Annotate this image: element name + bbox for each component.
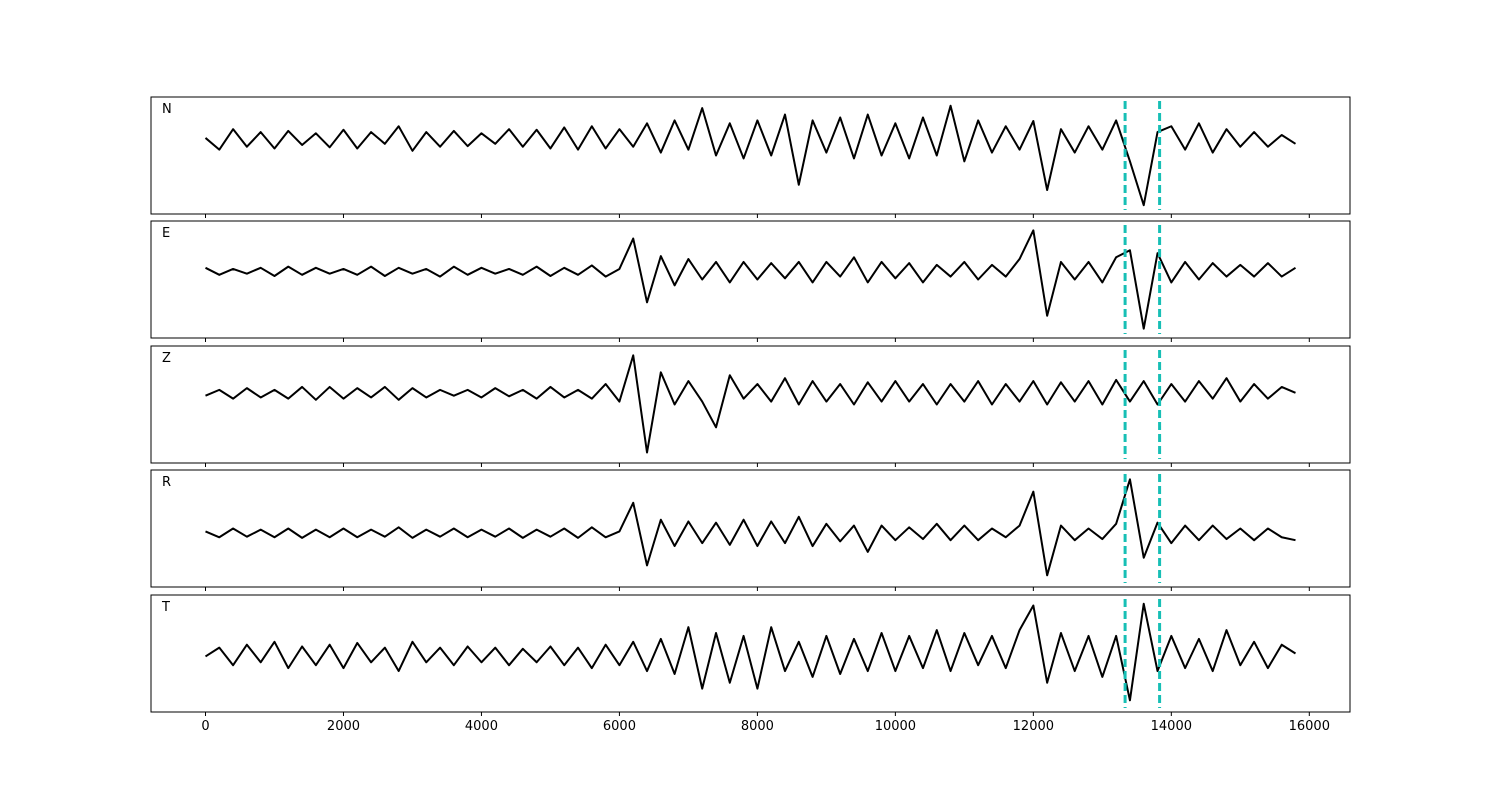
trace [204, 602, 1297, 702]
x-tick-label: 0 [201, 719, 209, 734]
panel-label: R [162, 475, 171, 490]
panel-frame [150, 594, 1351, 713]
panel-frame [150, 96, 1351, 215]
panel-label: Z [162, 351, 171, 366]
x-tick-label: 6000 [603, 719, 636, 734]
x-tick-label: 2000 [327, 719, 360, 734]
x-tick-label: 8000 [741, 719, 774, 734]
panel-label: E [162, 226, 170, 241]
x-tick-label: 16000 [1289, 719, 1330, 734]
panel-frame [150, 345, 1351, 464]
x-tick-label: 10000 [875, 719, 916, 734]
x-tick-label: 14000 [1151, 719, 1192, 734]
trace [205, 229, 1297, 330]
trace [205, 478, 1296, 577]
panel-label: N [162, 102, 172, 117]
trace [205, 354, 1296, 454]
panel-frame [150, 469, 1351, 588]
x-tick-label: 4000 [465, 719, 498, 734]
x-tick-label: 12000 [1013, 719, 1054, 734]
trace [204, 104, 1297, 207]
panel-frame [150, 220, 1351, 339]
panel-label: T [161, 600, 170, 615]
